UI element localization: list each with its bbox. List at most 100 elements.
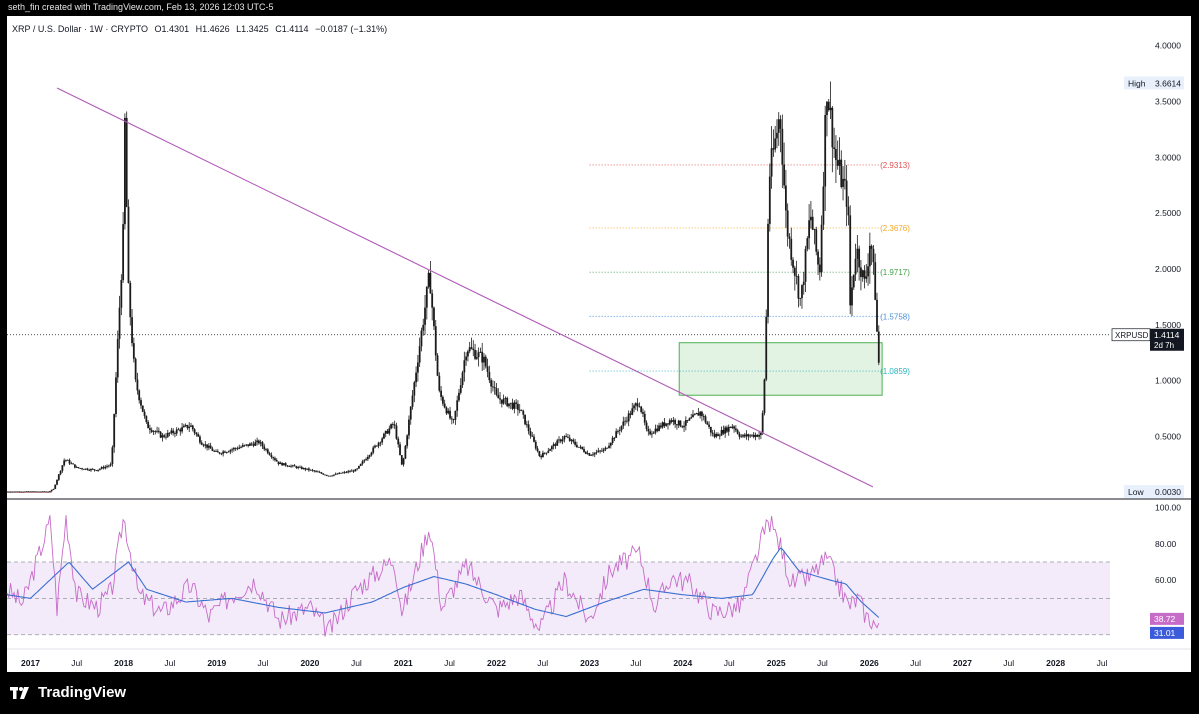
- candle-body: [366, 456, 369, 460]
- candle-body: [15, 491, 17, 493]
- candle-body: [640, 406, 643, 413]
- candle-body: [68, 460, 71, 464]
- symbol-title: XRP / U.S. Dollar · 1W · CRYPTO: [12, 24, 149, 34]
- candle-body: [333, 474, 335, 476]
- candle-body: [124, 117, 126, 225]
- candle-body: [490, 380, 493, 387]
- candle-body: [350, 470, 353, 472]
- candle-body: [513, 402, 516, 409]
- candle-body: [481, 351, 484, 363]
- candle-body: [692, 414, 694, 418]
- symbol-tag-label: XRPUSD: [1115, 331, 1149, 340]
- candle-body: [118, 307, 121, 339]
- descending-trendline[interactable]: [56, 87, 874, 488]
- candle-body: [306, 468, 309, 470]
- candle-body: [649, 431, 652, 435]
- candle-body: [88, 469, 91, 471]
- candle-body: [706, 422, 709, 425]
- tradingview-icon: [10, 686, 29, 699]
- candle-body: [152, 431, 155, 433]
- candle-body: [299, 466, 301, 468]
- candle-body: [447, 410, 450, 414]
- candle-body: [756, 434, 759, 437]
- candle-body: [79, 468, 82, 469]
- candle-body: [645, 422, 648, 429]
- candle-body: [674, 420, 677, 425]
- candle-body: [613, 437, 616, 439]
- candle-body: [231, 449, 233, 451]
- candle-body: [136, 379, 139, 391]
- candle-body: [713, 433, 716, 437]
- candle-body: [631, 408, 634, 415]
- date-tick-label: 2024: [673, 658, 692, 668]
- candle-body: [824, 115, 827, 187]
- candle-body: [575, 444, 578, 448]
- candle-body: [847, 206, 850, 216]
- candle-body: [174, 433, 176, 434]
- rsi-tick-label: 60.00: [1155, 575, 1177, 585]
- candle-body: [329, 475, 332, 477]
- candle-body: [288, 466, 291, 467]
- candle-body: [743, 434, 746, 437]
- candle-body: [291, 465, 294, 467]
- candle-body: [331, 475, 334, 477]
- candle-body: [801, 285, 803, 299]
- candle-body: [643, 413, 646, 423]
- support-zone-layer[interactable]: [678, 342, 883, 396]
- candle-body: [724, 427, 727, 434]
- candle-body: [536, 448, 539, 452]
- candle-body: [808, 220, 811, 239]
- candle-body: [40, 491, 42, 493]
- support-zone[interactable]: [678, 342, 883, 396]
- candle-body: [647, 428, 650, 432]
- candle-body: [368, 455, 371, 457]
- date-tick-label: Jul: [910, 658, 921, 668]
- candle-body: [693, 414, 696, 415]
- candle-body: [581, 446, 584, 450]
- candle-body: [102, 467, 105, 469]
- candle-body: [138, 390, 141, 401]
- trendline-layer[interactable]: [56, 87, 874, 488]
- candle-body: [559, 439, 562, 442]
- candle-body: [31, 491, 33, 493]
- candle-body: [134, 358, 137, 380]
- candle-body: [852, 274, 855, 288]
- tradingview-logo[interactable]: TradingView: [10, 684, 126, 701]
- candle-body: [622, 421, 625, 426]
- date-tick-label: Jul: [724, 658, 735, 668]
- candle-body: [588, 453, 591, 456]
- candle-body: [211, 448, 214, 451]
- candle-body: [600, 450, 603, 452]
- candle-body: [318, 472, 321, 473]
- candle-body: [661, 422, 664, 428]
- low-label-box: [1124, 485, 1184, 499]
- candle-body: [456, 400, 459, 411]
- candle-body: [577, 446, 580, 448]
- candle-body: [295, 466, 298, 469]
- candle-body: [611, 437, 614, 443]
- candle-body: [347, 471, 350, 473]
- candle-body: [665, 423, 668, 426]
- candle-body: [197, 434, 200, 437]
- candle-body: [804, 248, 807, 282]
- candle-body: [731, 426, 734, 428]
- candle-body: [542, 452, 544, 458]
- candle-body: [156, 430, 158, 432]
- candle-body: [877, 331, 880, 363]
- current-price-box: [1150, 328, 1184, 351]
- candle-body: [104, 466, 107, 469]
- candle-body: [77, 467, 80, 469]
- candle-body: [584, 451, 587, 454]
- candle-body: [150, 429, 153, 432]
- candle-body: [545, 452, 548, 454]
- candle-body: [250, 443, 253, 445]
- candle-body: [736, 430, 739, 434]
- candle-body: [550, 446, 553, 450]
- price-tick-label: 4.0000: [1155, 41, 1181, 51]
- candle-body: [790, 238, 793, 260]
- candle-body: [726, 427, 728, 432]
- candle-body: [517, 403, 519, 410]
- fib-levels-layer[interactable]: (2.9313) (2.3676) (1.9717) (1.5758) (1.0859): [589, 161, 911, 376]
